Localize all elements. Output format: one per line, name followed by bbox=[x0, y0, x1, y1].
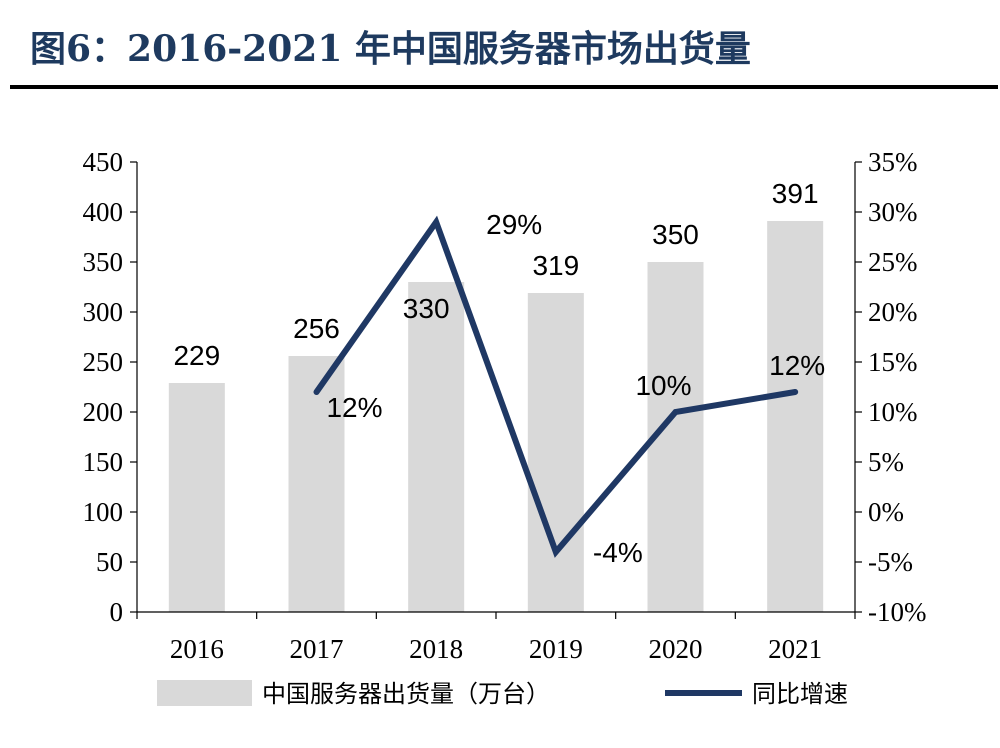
page-title: 图6：2016-2021 年中国服务器市场出货量 bbox=[30, 28, 751, 70]
bar-value-label: 256 bbox=[293, 313, 340, 344]
x-tick-label: 2016 bbox=[170, 634, 224, 664]
bar-value-label: 391 bbox=[772, 178, 819, 209]
bar-2018 bbox=[408, 282, 465, 612]
y-right-tick-label: 0% bbox=[868, 497, 904, 527]
legend-bar-label: 中国服务器出货量（万台） bbox=[262, 680, 550, 708]
y-left-tick-label: 350 bbox=[83, 247, 124, 277]
bar-value-label: 229 bbox=[173, 340, 220, 371]
y-right-tick-label: 5% bbox=[868, 447, 904, 477]
growth-value-label: 12% bbox=[326, 392, 382, 423]
x-tick-label: 2018 bbox=[409, 634, 463, 664]
y-right-tick-label: 25% bbox=[868, 247, 918, 277]
growth-value-label: -4% bbox=[593, 537, 643, 568]
x-tick-label: 2021 bbox=[768, 634, 822, 664]
y-left-tick-label: 450 bbox=[83, 147, 124, 177]
y-left-tick-label: 300 bbox=[83, 297, 124, 327]
x-tick-label: 2017 bbox=[290, 634, 344, 664]
x-tick-label: 2020 bbox=[649, 634, 703, 664]
bar-2017 bbox=[288, 356, 345, 612]
bar-value-label: 330 bbox=[403, 293, 450, 324]
y-left-tick-label: 200 bbox=[83, 397, 124, 427]
bar-value-label: 350 bbox=[652, 219, 699, 250]
y-right-tick-label: -10% bbox=[868, 597, 926, 627]
growth-value-label: 12% bbox=[769, 350, 825, 381]
y-right-tick-label: 15% bbox=[868, 347, 918, 377]
y-right-tick-label: 35% bbox=[868, 147, 918, 177]
y-right-tick-label: 20% bbox=[868, 297, 918, 327]
y-left-tick-label: 250 bbox=[83, 347, 124, 377]
y-left-tick-label: 0 bbox=[110, 597, 124, 627]
bar-2021 bbox=[767, 221, 824, 612]
y-left-tick-label: 100 bbox=[83, 497, 124, 527]
bar-2016 bbox=[168, 383, 225, 612]
y-right-tick-label: 30% bbox=[868, 197, 918, 227]
y-left-tick-label: 400 bbox=[83, 197, 124, 227]
legend-line-label: 同比增速 bbox=[752, 680, 848, 708]
y-left-tick-label: 150 bbox=[83, 447, 124, 477]
growth-value-label: 10% bbox=[635, 370, 691, 401]
title-divider bbox=[10, 85, 998, 89]
bar-2019 bbox=[527, 293, 584, 612]
x-tick-label: 2019 bbox=[529, 634, 583, 664]
y-right-tick-label: -5% bbox=[868, 547, 913, 577]
legend-bar-swatch bbox=[157, 680, 252, 706]
y-left-tick-label: 50 bbox=[96, 547, 123, 577]
growth-value-label: 29% bbox=[486, 209, 542, 240]
y-right-tick-label: 10% bbox=[868, 397, 918, 427]
bar-value-label: 319 bbox=[532, 250, 579, 281]
